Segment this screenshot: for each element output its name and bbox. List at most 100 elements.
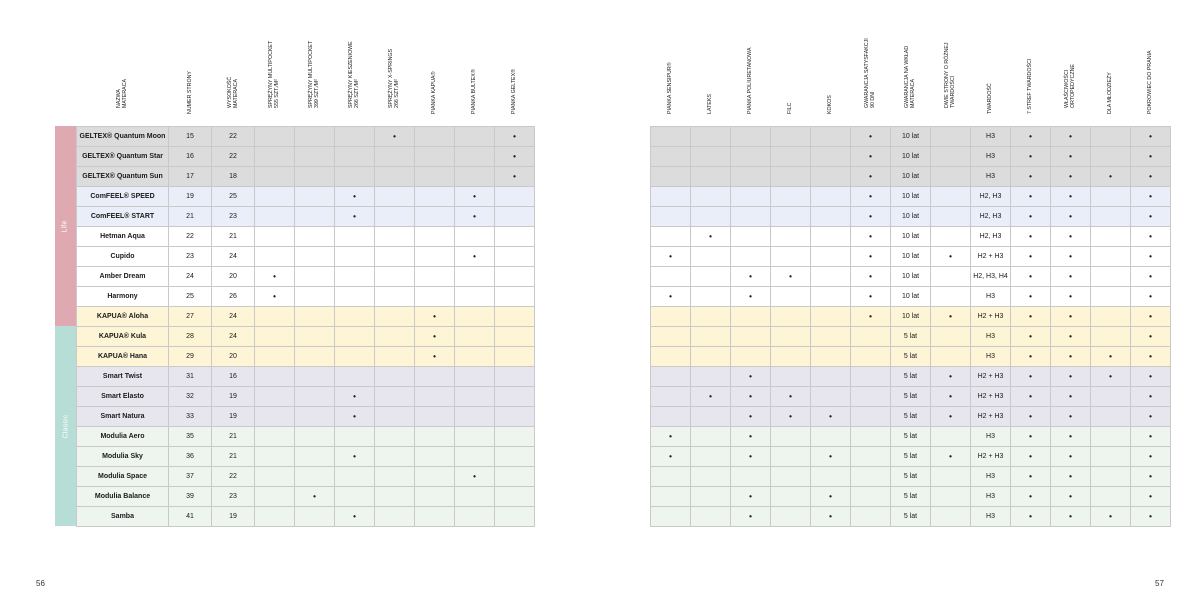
table-cell [294,426,335,447]
column-header-label: GWARANCJA NA WKŁAD MATERACA [904,45,916,108]
table-cell [254,486,295,507]
table-cell [294,286,335,307]
table-row: Amber Dream 24 20 • [76,266,535,287]
table-cell: 20 [211,266,255,287]
table-cell: • [730,426,771,447]
table-cell: • [930,246,971,267]
table-cell [690,126,731,147]
table-cell: H2 + H3 [970,446,1011,467]
table-cell [1090,446,1131,467]
table-cell: • [770,406,811,427]
table-cell [294,146,335,167]
table-cell [294,406,335,427]
table-cell [334,426,375,447]
table-cell [494,246,535,267]
table-cell [294,226,335,247]
table-cell: • [414,346,455,367]
table-cell: 21 [211,426,255,447]
table-cell: • [1050,126,1091,147]
table-row: 5 lat H3 • • • [650,326,1171,347]
mattress-name-cell: Hetman Aqua [76,226,169,247]
table-cell: • [1010,186,1051,207]
table-cell [414,486,455,507]
table-cell: • [1010,246,1051,267]
table-cell [374,406,415,427]
table-cell: • [730,286,771,307]
table-cell: • [1050,226,1091,247]
table-cell [770,166,811,187]
table-cell [690,206,731,227]
table-cell [254,506,295,527]
table-cell [810,186,851,207]
table-row: Modulia Space 37 22 • [76,466,535,487]
table-cell [494,446,535,467]
table-cell [850,466,891,487]
table-cell: 23 [211,206,255,227]
table-cell: 27 [168,306,212,327]
table-cell: 24 [211,246,255,267]
table-cell [374,366,415,387]
table-cell [730,126,771,147]
table-cell: • [1010,366,1051,387]
left-comparison-table: GELTEX® Quantum Moon 15 22 • • GELTEX® Quantu… [76,126,535,527]
table-cell [850,426,891,447]
table-cell: • [730,386,771,407]
table-cell [294,246,335,267]
table-cell [810,346,851,367]
table-cell: 10 lat [890,266,931,287]
table-cell: 22 [211,466,255,487]
table-cell: • [1130,166,1171,187]
table-cell [494,426,535,447]
table-cell: • [730,266,771,287]
table-cell [810,126,851,147]
table-cell [690,166,731,187]
table-cell: • [1130,126,1171,147]
table-cell [690,466,731,487]
table-cell [690,426,731,447]
mattress-name-cell: Smart Natura [76,406,169,427]
table-cell: 18 [211,166,255,187]
table-cell: • [1130,226,1171,247]
table-cell [454,306,495,327]
table-row: Modulia Aero 35 21 [76,426,535,447]
table-cell [690,486,731,507]
table-row: • • 5 lat H3 • • • [650,426,1171,447]
table-cell [1090,266,1131,287]
table-cell: 10 lat [890,126,931,147]
table-cell [770,306,811,327]
table-cell [930,186,971,207]
table-row: • • 5 lat H3 • • • [650,486,1171,507]
table-cell: H2 + H3 [970,306,1011,327]
table-cell: 24 [211,306,255,327]
table-cell: • [930,306,971,327]
table-cell: 39 [168,486,212,507]
table-cell [650,126,691,147]
table-cell: 16 [211,366,255,387]
table-cell: 22 [168,226,212,247]
table-cell [1090,126,1131,147]
table-cell: • [810,446,851,467]
table-cell: • [254,266,295,287]
category-band-classic: Classic [55,326,76,526]
table-cell [650,406,691,427]
table-cell [850,326,891,347]
table-cell [690,346,731,367]
table-cell: H2, H3, H4 [970,266,1011,287]
table-cell [294,166,335,187]
table-cell [850,486,891,507]
table-cell: • [810,506,851,527]
table-cell [730,306,771,327]
table-cell [414,246,455,267]
table-cell [1090,146,1131,167]
table-cell [1090,246,1131,267]
table-cell: 5 lat [890,346,931,367]
table-cell: • [1130,266,1171,287]
table-cell [294,186,335,207]
table-cell: H2, H3 [970,186,1011,207]
table-row: KAPUA® Kula 28 24 • [76,326,535,347]
table-cell: • [1010,446,1051,467]
table-cell: H3 [970,286,1011,307]
table-cell [414,146,455,167]
table-cell: • [730,366,771,387]
table-cell: 28 [168,326,212,347]
